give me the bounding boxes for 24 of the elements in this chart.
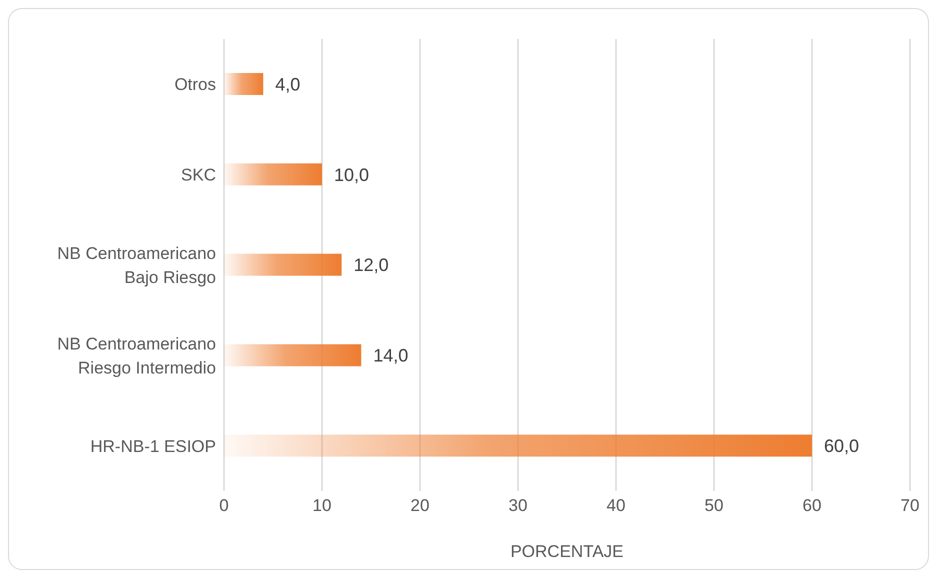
y-tick-label: NB Centroamericano Riesgo Intermedio: [57, 334, 216, 377]
bar: [224, 344, 362, 366]
x-tick-label: 70: [900, 496, 920, 516]
x-tick-label: 50: [704, 496, 724, 516]
y-tick-label: NB Centroamericano Bajo Riesgo: [57, 244, 216, 286]
bar: [224, 434, 812, 457]
x-tick-label: 0: [219, 496, 229, 516]
x-axis-title: PORCENTAJE: [510, 542, 624, 561]
data-label: 12,0: [354, 255, 389, 276]
bar: [224, 254, 342, 276]
x-tick-label: 40: [606, 496, 626, 516]
x-tick-label: 30: [508, 496, 528, 516]
y-tick-label: HR-NB-1 ESIOP: [90, 436, 216, 456]
x-tick-label: 60: [802, 496, 822, 516]
y-tick-label: SKC: [181, 165, 216, 184]
data-label: 60,0: [824, 436, 860, 456]
data-label: 10,0: [334, 164, 370, 185]
data-label: 14,0: [373, 346, 408, 366]
y-tick-label: Otros: [174, 74, 216, 94]
data-label: 4,0: [275, 74, 300, 94]
bar: [224, 163, 322, 186]
x-tick-label: 20: [410, 496, 430, 516]
bar: [224, 73, 264, 95]
x-tick-label: 10: [312, 496, 332, 516]
